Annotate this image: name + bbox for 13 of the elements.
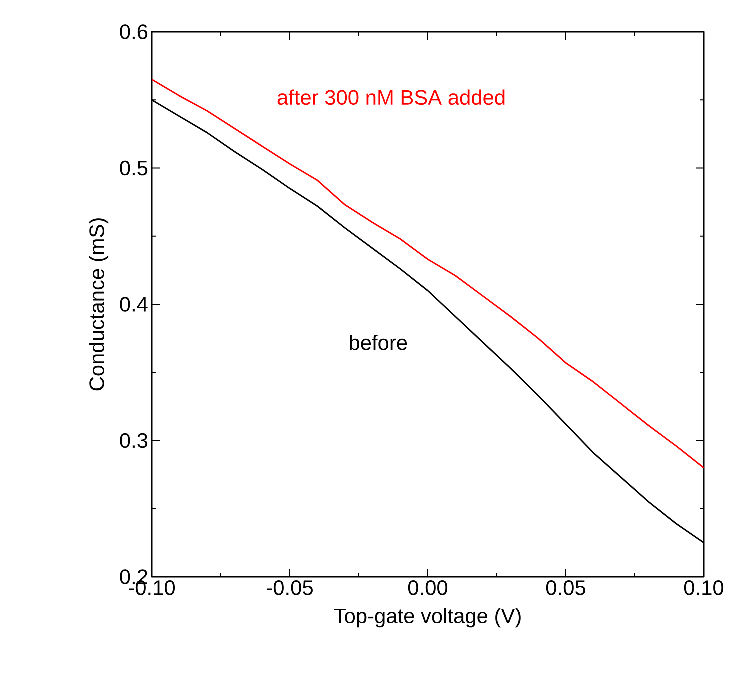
y-tick-label: 0.5 <box>120 160 148 176</box>
x-tick-label: 0.10 <box>684 580 724 596</box>
y-tick-label: 0.4 <box>120 297 148 312</box>
x-axis-title: Top-gate voltage (V) <box>334 608 521 628</box>
line-series <box>152 78 704 469</box>
y-axis-title: Conductance (mS) <box>89 218 109 391</box>
x-tick-label: -0.05 <box>267 580 313 596</box>
x-tick-label: 0.05 <box>546 580 586 596</box>
text: after 300 nM BSA added <box>278 90 505 106</box>
y-tick-label: 0.3 <box>120 433 148 448</box>
y-tick-label: 0.6 <box>120 24 148 40</box>
text: before <box>350 334 408 350</box>
x-tick-label: 0.00 <box>408 580 448 596</box>
